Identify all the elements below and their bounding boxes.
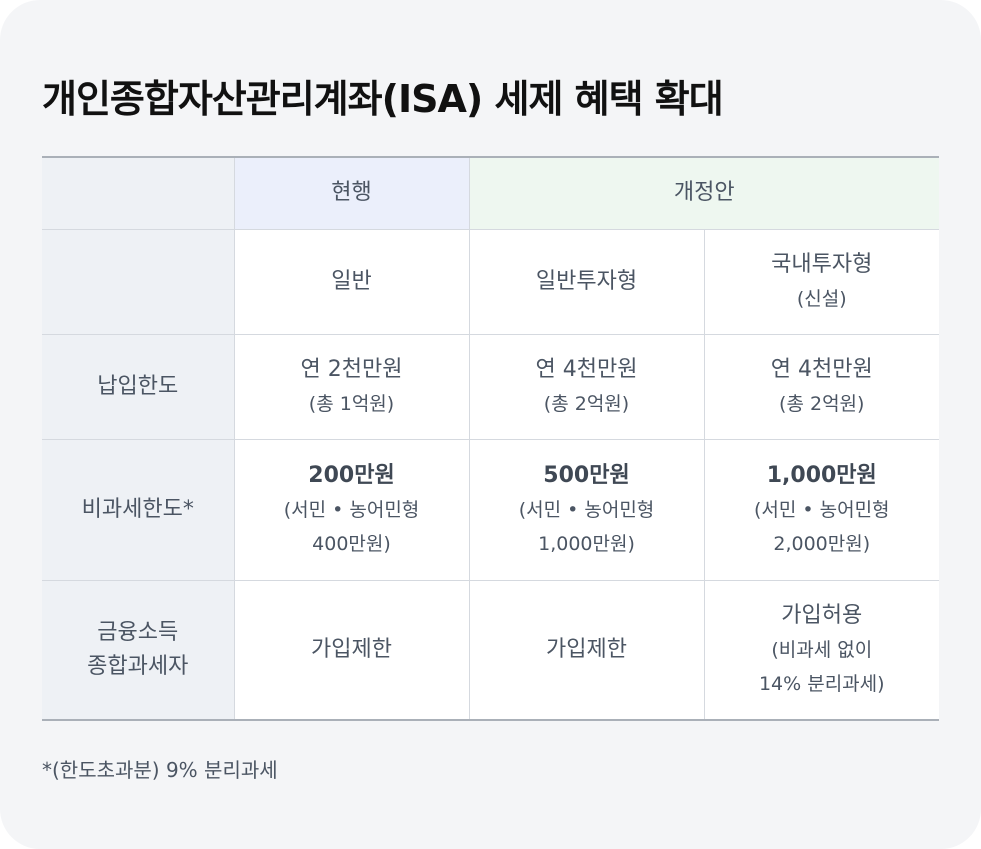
type-cell: 일반투자형 bbox=[468, 228, 705, 335]
cell-main: 200만원 bbox=[308, 462, 395, 488]
table-cell: 500만원 (서민 • 농어민형 1,000만원) bbox=[468, 438, 705, 581]
cell-main: 가입제한 bbox=[311, 636, 392, 662]
row-label-text: 비과세한도* bbox=[81, 496, 194, 522]
cell-main: 500만원 bbox=[543, 462, 630, 488]
type-name: 국내투자형 bbox=[771, 251, 873, 277]
cell-main: 연 2천만원 bbox=[300, 356, 403, 382]
cell-note: 14% 분리과세) bbox=[758, 672, 885, 695]
cell-main: 연 4천만원 bbox=[535, 356, 638, 382]
table-cell: 200만원 (서민 • 농어민형 400만원) bbox=[233, 438, 470, 581]
cell-main: 가입허용 bbox=[781, 602, 863, 628]
cell-note: 1,000만원) bbox=[538, 532, 635, 555]
row-label-text: 금융소득 bbox=[97, 619, 179, 645]
cell-note: (서민 • 농어민형 bbox=[753, 498, 890, 521]
type-note: (신설) bbox=[796, 287, 847, 310]
cell-note: (총 2억원) bbox=[543, 392, 630, 415]
cell-main: 1,000만원 bbox=[766, 462, 877, 488]
footnote: *(한도초과분) 9% 분리과세 bbox=[42, 758, 278, 782]
header-proposal: 개정안 bbox=[468, 156, 940, 230]
cell-note: (서민 • 농어민형 bbox=[283, 498, 420, 521]
table-cell: 1,000만원 (서민 • 농어민형 2,000만원) bbox=[703, 438, 940, 581]
comparison-table: 현행 개정안 일반 일반투자형 국내투자형 (신설) 납입한도 연 2천만원 (총 … bbox=[42, 156, 940, 721]
type-cell: 일반 bbox=[233, 228, 470, 335]
header-current: 현행 bbox=[233, 156, 470, 230]
row-label-text: 납입한도 bbox=[97, 373, 179, 399]
row-label-text: 종합과세자 bbox=[87, 653, 189, 679]
cell-note: (비과세 없이 bbox=[771, 638, 873, 661]
row-label: 비과세한도* bbox=[42, 438, 235, 581]
type-cell: 국내투자형 (신설) bbox=[703, 228, 940, 335]
type-label-cell bbox=[42, 228, 235, 335]
cell-note: 2,000만원) bbox=[773, 532, 871, 555]
table-row: 납입한도 연 2천만원 (총 1억원) 연 4천만원 (총 2억원) 연 4천만원 (… bbox=[42, 333, 940, 440]
cell-note: (서민 • 농어민형 bbox=[518, 498, 655, 521]
table-cell: 연 4천만원 (총 2억원) bbox=[703, 333, 940, 440]
cell-main: 연 4천만원 bbox=[770, 356, 873, 382]
table-cell: 연 4천만원 (총 2억원) bbox=[468, 333, 705, 440]
table-cell: 연 2천만원 (총 1억원) bbox=[233, 333, 470, 440]
table-cell: 가입제한 bbox=[233, 579, 470, 721]
table-cell: 가입허용 (비과세 없이 14% 분리과세) bbox=[703, 579, 940, 721]
corner-cell bbox=[42, 156, 235, 230]
page-title: 개인종합자산관리계좌(ISA) 세제 혜택 확대 bbox=[42, 77, 724, 121]
cell-note: (총 2억원) bbox=[779, 392, 865, 415]
cell-main: 가입제한 bbox=[546, 636, 627, 662]
table-cell: 가입제한 bbox=[468, 579, 705, 721]
row-label: 납입한도 bbox=[42, 333, 235, 440]
cell-note: 400만원) bbox=[312, 532, 391, 555]
table-row: 비과세한도* 200만원 (서민 • 농어민형 400만원) 500만원 (서민 • … bbox=[42, 438, 940, 581]
type-row: 일반 일반투자형 국내투자형 (신설) bbox=[42, 228, 940, 335]
type-name: 일반투자형 bbox=[535, 268, 638, 294]
cell-note: (총 1억원) bbox=[308, 392, 395, 415]
header-row: 현행 개정안 bbox=[42, 156, 940, 230]
type-name: 일반 bbox=[331, 268, 372, 294]
